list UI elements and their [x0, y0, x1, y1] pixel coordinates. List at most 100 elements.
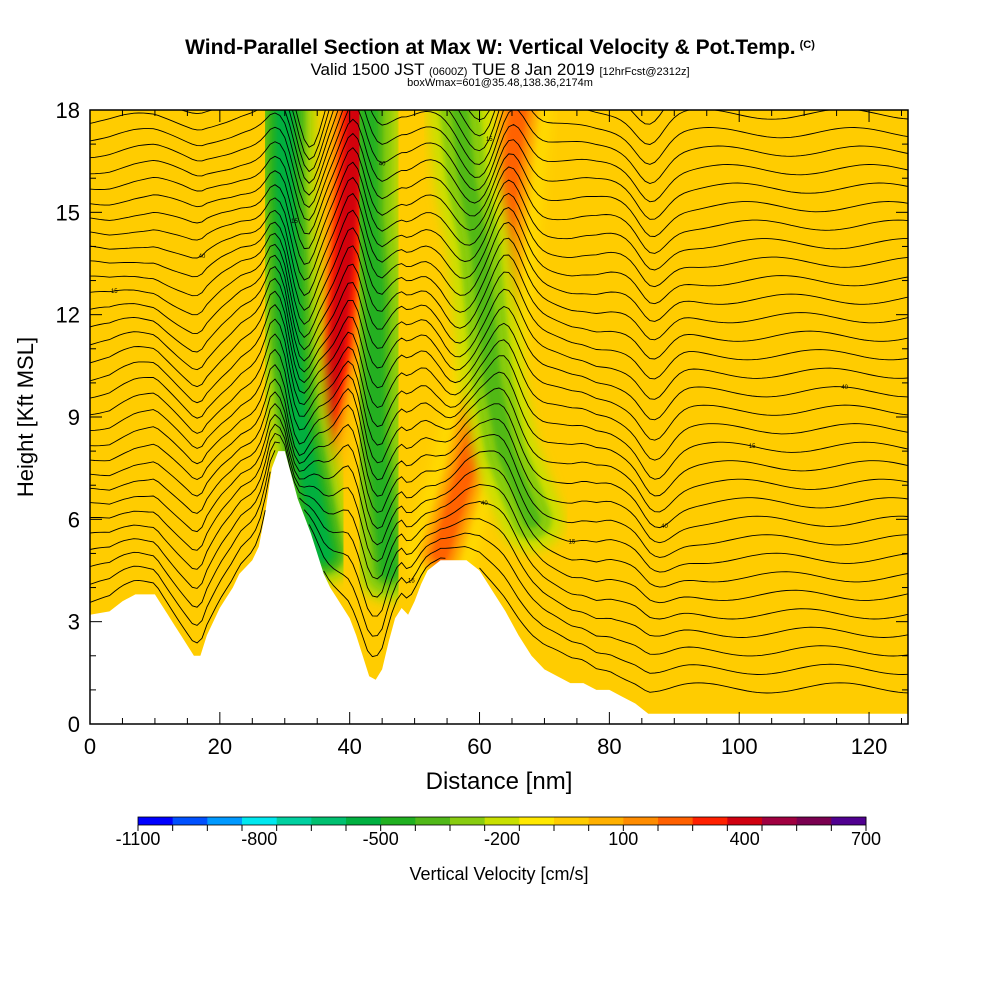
- isentrope-line: [90, 432, 908, 620]
- colorbar-swatch: [138, 817, 174, 825]
- colorbar-swatch: [380, 817, 416, 825]
- colorbar-swatch: [658, 817, 694, 825]
- plot-area: 15 40 15 40 15 40 15 40 15 40 15: [90, 110, 908, 724]
- x-tick-label: 100: [721, 734, 758, 759]
- colorbar-swatch: [276, 817, 312, 825]
- isentrope-line: [295, 110, 491, 148]
- colorbar: -1100 -800 -500 -200 100 400 700: [116, 816, 881, 849]
- isentrope-line: [90, 254, 908, 380]
- isentrope-line: [90, 277, 908, 421]
- colorbar-tick-label: 700: [851, 829, 881, 849]
- colorbar-swatch: [450, 817, 486, 825]
- copyright-mark: (C): [799, 39, 815, 51]
- isentrope-line: [90, 441, 908, 638]
- colorbar-tick-label: -1100: [116, 829, 161, 849]
- colorbar-tick-label: -800: [241, 829, 277, 849]
- isentrope-line: [90, 471, 908, 675]
- y-tick-label: 9: [68, 405, 80, 430]
- x-tick-label: 60: [467, 734, 491, 759]
- isentrope-label: 15: [749, 444, 756, 450]
- x-tick-label: 20: [208, 734, 232, 759]
- colorbar-tick-label: -500: [363, 829, 399, 849]
- isentrope-line: [90, 450, 908, 657]
- isentrope-line: [90, 147, 908, 254]
- isentrope-line: [90, 413, 908, 588]
- isentropes: 15 40 15 40 15 40 15 40 15 40 15: [90, 110, 908, 694]
- colorbar-swatch: [762, 817, 798, 825]
- colorbar-swatch: [242, 817, 278, 825]
- isentrope-line: [180, 110, 908, 173]
- isentrope-line: [90, 227, 908, 341]
- chart-subtitle: Valid 1500 JST (0600Z) TUE 8 Jan 2019 [1…: [310, 60, 690, 79]
- isentrope-line: [90, 176, 908, 288]
- isentrope-line: [90, 209, 908, 322]
- isentrope-line: [90, 290, 908, 441]
- isentrope-label: 40: [379, 161, 386, 167]
- colorbar-swatch: [207, 817, 243, 825]
- isentrope-line: [90, 304, 908, 461]
- y-axis-label: Height [Kft MSL]: [13, 337, 38, 497]
- y-axis: 0 3 6 9 12 15 18: [56, 98, 908, 737]
- isentrope-label: 40: [199, 254, 206, 260]
- colorbar-swatch: [796, 817, 832, 825]
- isentrope-line: [90, 391, 908, 558]
- isentrope-line: [90, 348, 908, 513]
- y-tick-label: 18: [56, 98, 80, 123]
- x-axis-label: Distance [nm]: [426, 768, 573, 795]
- isentrope-line: [90, 403, 908, 573]
- isentrope-line: [90, 243, 908, 360]
- isentrope-line: [90, 192, 908, 305]
- isentrope-line: [90, 423, 908, 604]
- colorbar-swatch: [415, 817, 451, 825]
- isentrope-label: 40: [661, 524, 668, 530]
- colorbar-swatch: [554, 817, 590, 825]
- chart-title: Wind-Parallel Section at Max W: Vertical…: [185, 36, 815, 59]
- isentrope-line: [90, 110, 908, 209]
- colorbar-label: Vertical Velocity [cm/s]: [409, 864, 588, 884]
- y-tick-label: 0: [68, 712, 80, 737]
- isentrope-line: [90, 378, 908, 544]
- isentrope-line: [90, 333, 908, 497]
- isentrope-line: [90, 364, 908, 529]
- x-axis: 0 20 40 60 80 100 120: [84, 110, 903, 759]
- terrain: [90, 451, 908, 724]
- colorbar-swatch: [692, 817, 728, 825]
- chart-subtitle-box: boxWmax=601@35.48,138.36,2174m: [407, 77, 593, 89]
- colorbar-tick-label: 100: [608, 829, 638, 849]
- isentrope-label: 40: [481, 501, 488, 507]
- isentrope-label: 15: [408, 578, 415, 584]
- colorbar-tick-label: 400: [730, 829, 760, 849]
- isentrope-label: 15: [486, 137, 493, 143]
- y-tick-label: 12: [56, 303, 80, 328]
- y-tick-label: 15: [56, 200, 80, 225]
- colorbar-swatch: [172, 817, 208, 825]
- isentrope-line: [90, 118, 908, 221]
- x-tick-label: 40: [337, 734, 361, 759]
- downdraft-band: [451, 110, 541, 529]
- colorbar-swatch: [519, 817, 555, 825]
- colorbar-swatch: [484, 817, 520, 825]
- isentrope-label: 15: [111, 289, 118, 295]
- colorbar-swatch: [623, 817, 659, 825]
- colorbar-swatch: [727, 817, 763, 825]
- colorbar-swatch: [311, 817, 347, 825]
- isentrope-line: [90, 110, 908, 184]
- isentrope-label: 15: [569, 540, 576, 546]
- isentrope-line: [90, 318, 908, 480]
- isentrope-line: [90, 110, 908, 196]
- isentrope-label: 15: [291, 219, 298, 225]
- isentrope-label: 40: [841, 385, 848, 391]
- colorbar-swatch: [831, 817, 867, 825]
- colorbar-swatch: [346, 817, 382, 825]
- x-tick-label: 0: [84, 734, 96, 759]
- isentrope-line: [90, 510, 908, 694]
- y-tick-label: 6: [68, 507, 80, 532]
- colorbar-frame: [137, 816, 867, 826]
- isentrope-line: [291, 110, 664, 161]
- y-tick-label: 3: [68, 610, 80, 635]
- isentrope-line: [90, 132, 908, 237]
- isentrope-line: [90, 266, 908, 400]
- colorbar-tick-label: -200: [484, 829, 520, 849]
- isentrope-line: [90, 161, 908, 271]
